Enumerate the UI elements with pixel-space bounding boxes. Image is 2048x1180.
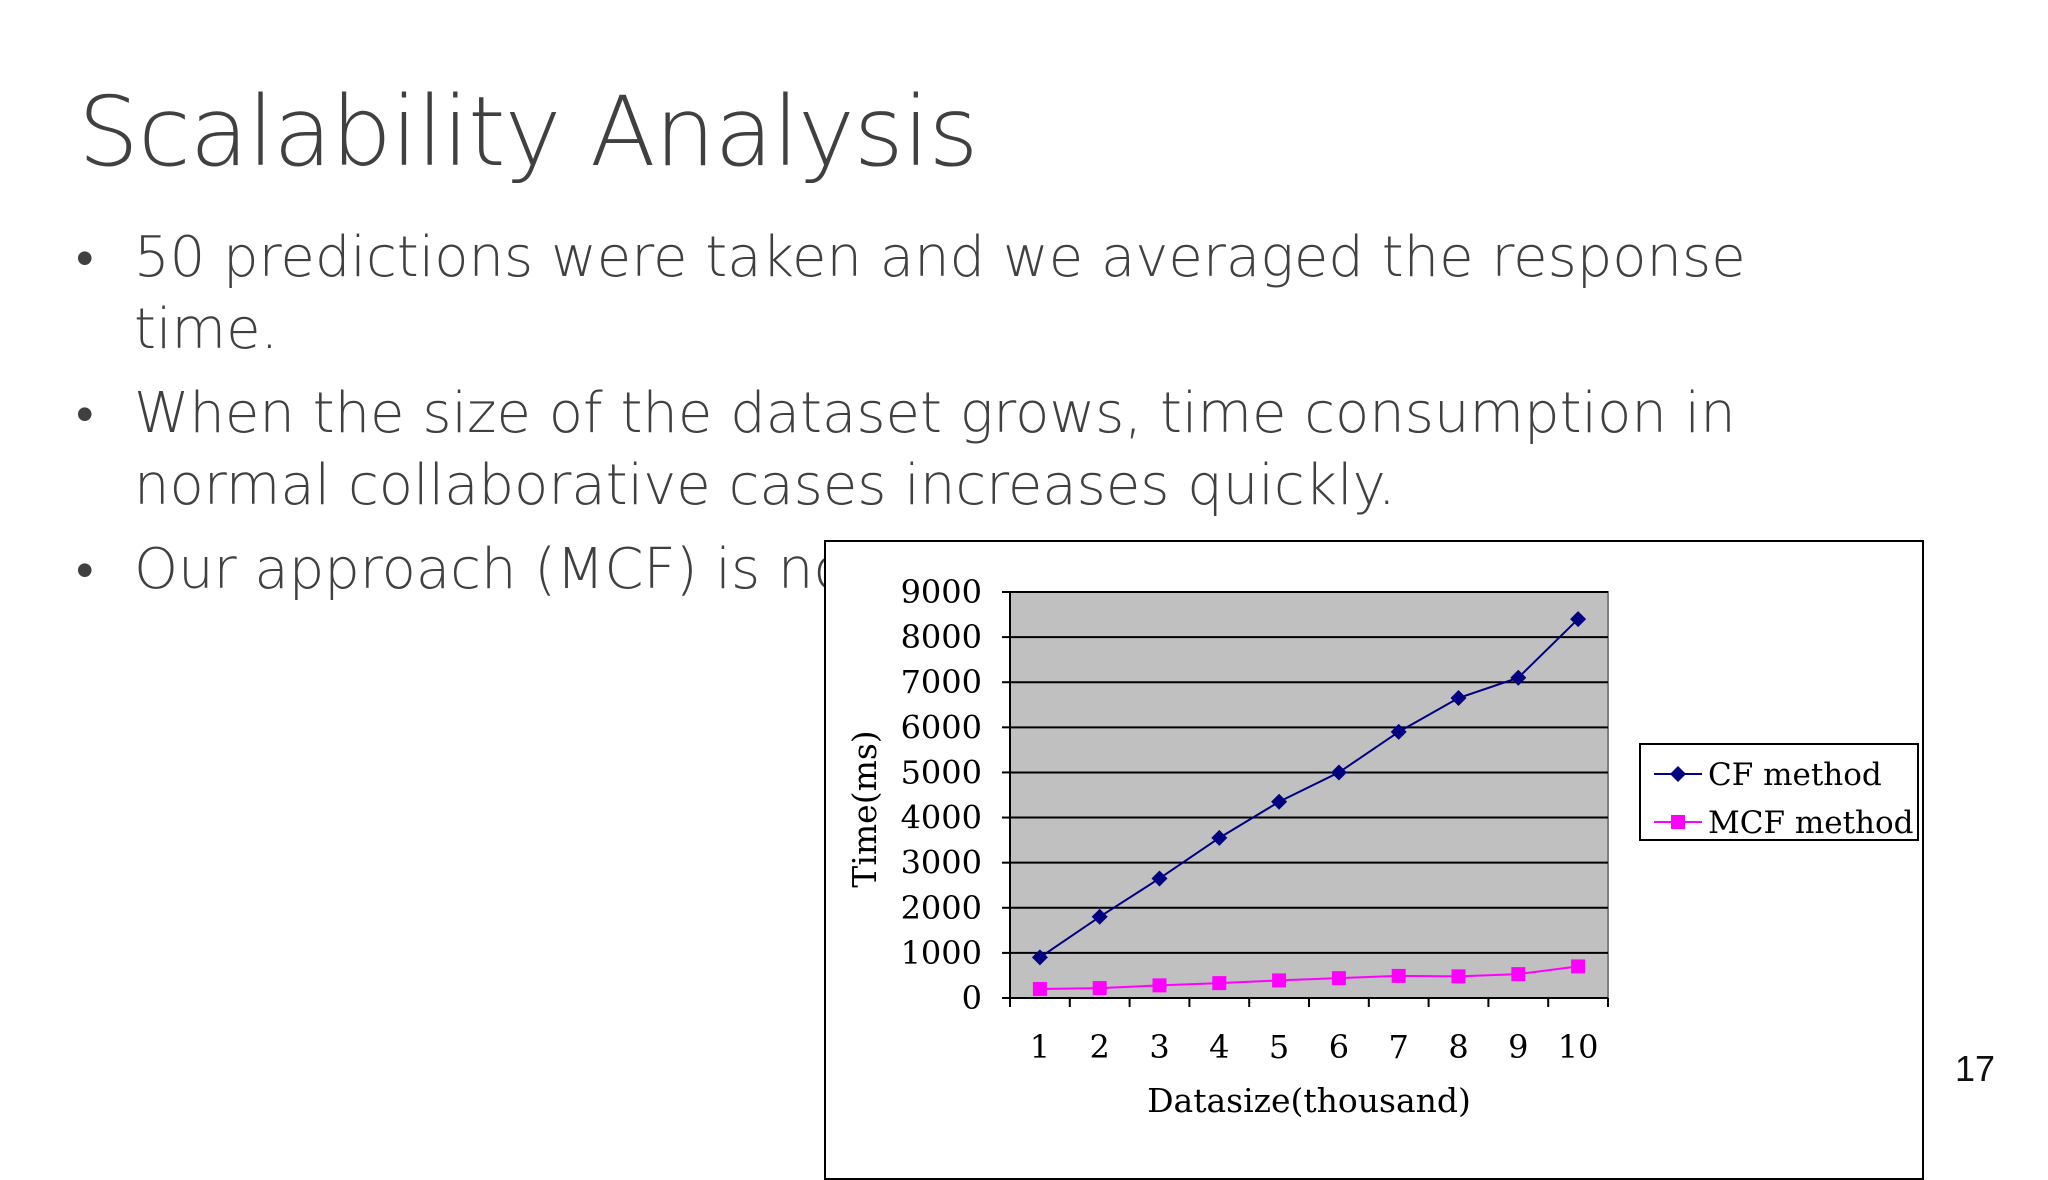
plot-area <box>1009 591 1609 999</box>
data-point-marker <box>1271 793 1288 810</box>
data-point-marker <box>1330 764 1347 781</box>
data-point-marker <box>1511 967 1526 982</box>
data-point-marker <box>1212 976 1227 991</box>
page-number: 17 <box>1955 1048 1996 1089</box>
series-cf-method <box>1031 611 1587 966</box>
y-tick-label: 0 <box>962 979 982 1017</box>
y-tick-label: 3000 <box>901 844 982 882</box>
x-tick-label: 10 <box>1558 1028 1599 1066</box>
data-point-marker <box>1331 971 1346 986</box>
data-point-marker <box>1390 723 1407 740</box>
series-layer <box>1031 611 1587 996</box>
legend-box <box>1639 743 1919 841</box>
data-point-marker <box>1571 959 1586 974</box>
x-tick-label: 2 <box>1090 1028 1110 1066</box>
data-point-marker <box>1510 669 1527 686</box>
x-tick-label: 5 <box>1269 1028 1289 1066</box>
data-point-marker <box>1272 973 1287 988</box>
bullet-text: 50 predictions were taken and we average… <box>134 225 1746 362</box>
y-tick-labels: 0 1000 2000 3000 4000 5000 6000 7000 8000 9000 <box>901 573 982 1017</box>
data-point-marker <box>1092 981 1107 996</box>
y-tick-label: 1000 <box>901 934 982 972</box>
x-tick-label: 9 <box>1508 1028 1528 1066</box>
x-tick-label: 1 <box>1030 1028 1050 1066</box>
x-tick-label: 8 <box>1448 1028 1468 1066</box>
bullet-marker: • <box>76 229 94 287</box>
data-point-marker <box>1450 690 1467 707</box>
x-tick-label: 7 <box>1389 1028 1409 1066</box>
y-tick-label: 7000 <box>901 663 982 701</box>
bullet-item: • When the size of the dataset grows, ti… <box>72 378 1772 522</box>
data-point-marker <box>1391 968 1406 983</box>
series-line <box>1039 618 1579 959</box>
x-tick-labels: 1 2 3 4 5 6 7 8 9 10 <box>1030 1028 1599 1066</box>
y-axis-label: Time(ms) <box>845 730 884 887</box>
legend: CF method MCF method <box>1639 743 1919 841</box>
data-point-marker <box>1671 815 1685 829</box>
legend-label: MCF method <box>1708 805 1914 841</box>
line-chart: 0 1000 2000 3000 4000 5000 6000 7000 8000 9000 1 2… <box>845 573 1919 1120</box>
x-tick-label: 4 <box>1209 1028 1229 1066</box>
data-point-marker <box>1670 766 1686 782</box>
legend-label: CF method <box>1708 757 1882 793</box>
axes <box>1002 591 1609 1007</box>
slide-title: Scalability Analysis <box>78 76 978 188</box>
data-point-marker <box>1151 870 1168 887</box>
data-point-marker <box>1091 908 1108 925</box>
bullet-item: • 50 predictions were taken and we avera… <box>72 222 1772 366</box>
y-tick-label: 9000 <box>901 573 982 611</box>
data-point-marker <box>1211 829 1228 846</box>
data-point-marker <box>1570 611 1587 628</box>
series-mcf-method <box>1032 959 1586 996</box>
bullet-marker: • <box>76 541 94 599</box>
bullet-text: When the size of the dataset grows, time… <box>134 381 1736 518</box>
y-tick-label: 5000 <box>901 753 982 791</box>
y-tick-label: 8000 <box>901 618 982 656</box>
series-line <box>1039 965 1579 990</box>
data-point-marker <box>1031 949 1048 966</box>
y-tick-label: 6000 <box>901 708 982 746</box>
data-point-marker <box>1032 981 1047 996</box>
y-tick-label: 4000 <box>901 799 982 837</box>
x-tick-label: 6 <box>1329 1028 1349 1066</box>
gridlines <box>1010 591 1608 954</box>
x-axis-label: Datasize(thousand) <box>1147 1081 1471 1120</box>
x-tick-label: 3 <box>1149 1028 1169 1066</box>
data-point-marker <box>1152 978 1167 993</box>
bullet-marker: • <box>76 385 94 443</box>
data-point-marker <box>1451 969 1466 984</box>
y-tick-label: 2000 <box>901 889 982 927</box>
